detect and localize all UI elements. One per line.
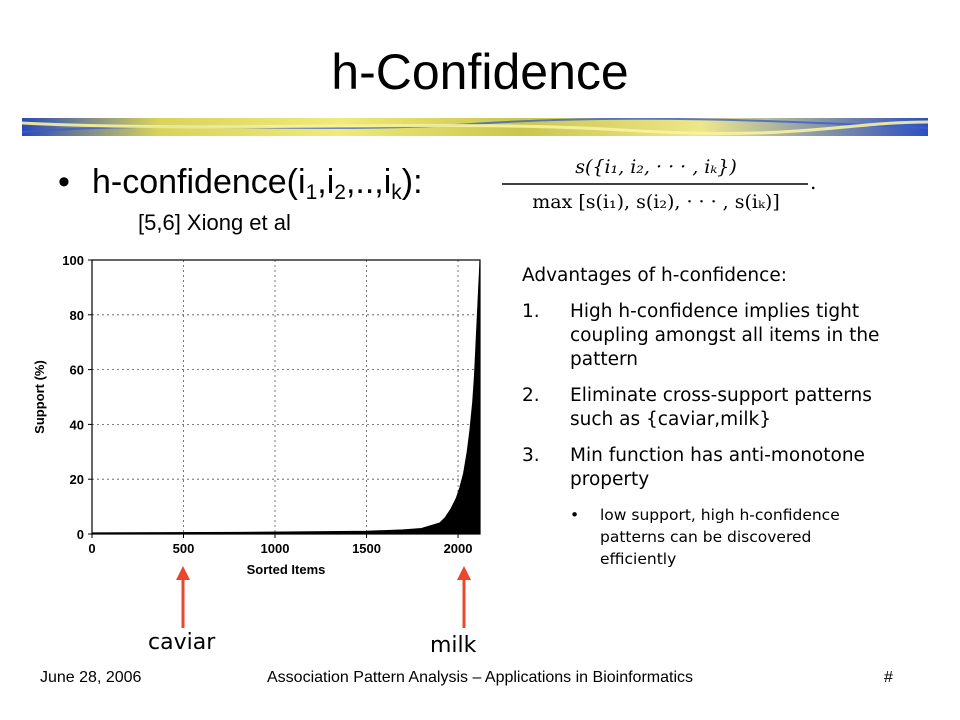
h-confidence-formula: s({i₁, i₂, · · · , iₖ}) max [s(i₁), s(i₂… [502, 156, 816, 213]
bullet-mid-2: ,..,i [345, 163, 392, 201]
advantage-item-3: 3. Min function has anti-monotone proper… [522, 444, 922, 492]
y-tick-label: 0 [77, 527, 84, 542]
advantages-heading: Advantages of h-confidence: [522, 265, 787, 286]
advantage-item-1: 1. High h-confidence implies tight coupl… [522, 300, 922, 372]
advantage-text: Eliminate cross-support patterns such as… [570, 385, 872, 430]
x-tick-label: 1500 [352, 541, 381, 556]
advantage-number: 3. [522, 445, 540, 466]
slide-title: h-Confidence [331, 44, 629, 100]
advantage-number: 1. [522, 301, 540, 322]
x-tick-label: 500 [173, 541, 195, 556]
y-tick-label: 100 [62, 253, 84, 268]
bullet-suffix: ): [401, 163, 423, 201]
formula-denominator: max [s(i₁), s(i₂), · · · , s(iₖ)] [532, 191, 780, 213]
footer-page-number: # [884, 669, 893, 686]
advantage-number: 2. [522, 385, 540, 406]
x-tick-label: 0 [88, 541, 95, 556]
citation: [5,6] Xiong et al [138, 210, 291, 235]
chart-grid [92, 260, 480, 534]
advantage-sub-item: • low support, high h-confidence pattern… [570, 504, 922, 570]
bullet-prefix: h-confidence(i [92, 163, 306, 201]
chart-plot-frame [91, 259, 481, 535]
y-tick-label: 20 [70, 472, 84, 487]
y-tick-label: 40 [70, 417, 84, 432]
support-area-series [91, 259, 481, 535]
sub-item-text: low support, high h-confidence patterns … [600, 506, 840, 568]
bullet-mid-1: ,i [317, 163, 335, 201]
advantage-item-2: 2. Eliminate cross-support patterns such… [522, 384, 922, 432]
x-tick-label: 1000 [261, 541, 290, 556]
title-divider-band [22, 118, 928, 136]
y-axis-ticks: 0 20 40 60 80 100 [62, 253, 92, 542]
caviar-label: caviar [148, 630, 216, 655]
bullet-dot: • [58, 163, 70, 201]
bullet-sub-2: 2 [334, 181, 346, 204]
advantages-list: Advantages of h-confidence: 1. High h-co… [522, 264, 922, 570]
advantage-text: High h-confidence implies tight coupling… [570, 301, 880, 370]
y-axis-label: Support (%) [32, 360, 47, 434]
milk-arrow-icon [457, 566, 471, 628]
y-tick-label: 60 [70, 363, 84, 378]
formula-period: . [810, 170, 816, 194]
bullet-sub-1: 1 [305, 181, 318, 204]
formula-numerator: s({i₁, i₂, · · · , iₖ}) [575, 156, 737, 178]
x-axis-label: Sorted Items [247, 562, 326, 577]
caviar-arrow-icon [176, 566, 190, 628]
footer-presentation-title: Association Pattern Analysis – Applicati… [267, 669, 693, 686]
x-tick-label: 2000 [444, 541, 473, 556]
bullet-sub-k: k [391, 181, 402, 204]
support-chart: 0 500 1000 1500 2000 0 20 40 60 80 100 Sorted Ite… [32, 253, 481, 577]
footer-date: June 28, 2006 [40, 669, 142, 686]
h-confidence-bullet: • h-confidence(i1,i2,..,ik): [58, 160, 423, 204]
x-axis-ticks: 0 500 1000 1500 2000 [88, 534, 472, 556]
advantage-text: Min function has anti-monotone property [570, 445, 865, 490]
milk-label: milk [430, 633, 477, 658]
y-tick-label: 80 [70, 308, 84, 323]
sub-bullet-dot: • [570, 506, 580, 524]
